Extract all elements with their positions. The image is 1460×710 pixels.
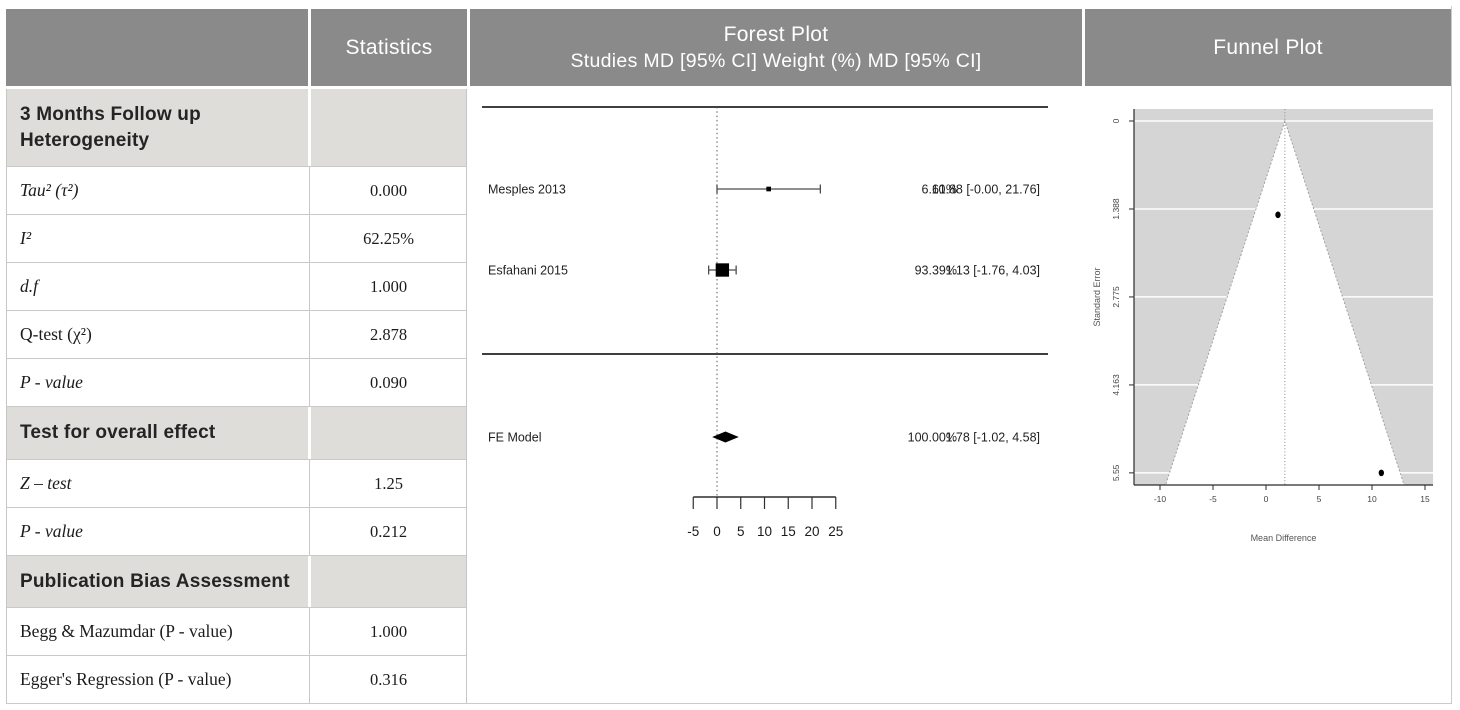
forest-axis-tick-label: 15 [781, 524, 796, 539]
funnel-confidence-region [1164, 119, 1405, 486]
forest-summary-row: FE Model 100.00%1.78 [-1.02, 4.58] [488, 431, 1040, 445]
forest-axis-tick-label: 25 [828, 524, 843, 539]
forest-axis-tick-label: 0 [713, 524, 721, 539]
row-value: 0.090 [369, 372, 408, 392]
funnel-plot-panel: 0 1.388 2.775 4.163 5.55 -10 -5 0 5 10 15 Mean Diff… [1085, 89, 1451, 703]
table-section-row: 3 Months Follow up Heterogeneity [7, 89, 466, 166]
forest-plot-svg: Mesples 2013 6.61%10.88 [-0.00, 21.76] Esf… [482, 106, 1048, 539]
row-label: Q-test (χ²) [20, 324, 92, 344]
funnel-y-axis-title: Standard Error [1092, 267, 1102, 326]
table-section-row: Publication Bias Assessment [7, 555, 466, 607]
row-label: Egger's Regression (P - value) [20, 669, 232, 689]
funnel-study-point [1378, 469, 1385, 477]
funnel-x-tick-label: 10 [1367, 494, 1377, 504]
row-label: I² [20, 228, 32, 248]
forest-estimate-text: 1.78 [-1.02, 4.58] [945, 431, 1040, 445]
row-value: 2.878 [369, 324, 408, 344]
table-section-row: Test for overall effect [7, 406, 466, 459]
row-value: 1.000 [369, 621, 408, 641]
forest-weight-text: 6.61% [922, 183, 957, 197]
funnel-x-tick-label: 0 [1264, 494, 1269, 504]
funnel-x-tick-label: -10 [1154, 494, 1167, 504]
forest-weight-text: 100.00% [908, 431, 957, 445]
forest-axis-tick-label: -5 [687, 524, 699, 539]
row-value: 0.316 [369, 669, 408, 689]
table-row: Egger's Regression (P - value) 0.316 [7, 655, 466, 703]
funnel-plot-title: Funnel Plot [1213, 36, 1323, 59]
row-value: 1.000 [369, 276, 408, 296]
row-value: 0.000 [369, 180, 408, 200]
forest-study-label: Mesples 2013 [488, 183, 566, 197]
table-row: P - value 0.090 [7, 358, 466, 406]
header-empty-cell [6, 9, 308, 86]
row-label: Begg & Mazumdar (P - value) [20, 621, 233, 641]
row-label: P - value [20, 521, 83, 541]
funnel-study-point [1275, 211, 1281, 219]
table-row: Q-test (χ²) 2.878 [7, 310, 466, 358]
forest-plot-subtitle: Studies MD [95% CI] Weight (%) MD [95% C… [570, 49, 982, 72]
funnel-x-axis-title: Mean Difference [1251, 533, 1317, 543]
funnel-y-tick-label: 5.55 [1111, 464, 1121, 481]
forest-plot-panel: Mesples 2013 6.61% 10.88 [-0.00, 21.76] Esf… [470, 89, 1082, 703]
row-label: d.f [20, 276, 38, 296]
forest-point-estimate [715, 263, 730, 277]
forest-estimate-text: 10.88 [-0.00, 21.76] [932, 183, 1040, 197]
table-row: P - value 0.212 [7, 507, 466, 555]
row-label: Tau² (τ²) [20, 180, 79, 200]
funnel-y-tick-label: 4.163 [1111, 374, 1121, 396]
row-value: 62.25% [363, 228, 414, 248]
row-label: Z – test [20, 473, 72, 493]
funnel-plot-svg: 0 1.388 2.775 4.163 5.55 -10 -5 0 5 10 15 Mean Diff… [1092, 109, 1433, 543]
forest-summary-diamond [712, 431, 739, 443]
section-title: Test for overall effect [7, 407, 308, 459]
row-value: 1.25 [374, 473, 403, 493]
table-row: Tau² (τ²) 0.000 [7, 166, 466, 214]
forest-plot-title: Forest Plot [723, 22, 829, 46]
forest-weight-text: 93.39% [915, 264, 957, 278]
meta-analysis-figure: Statistics Forest Plot Studies MD [95% C… [6, 6, 1452, 704]
forest-study-label: Esfahani 2015 [488, 264, 568, 278]
forest-x-axis: -5 0 5 10 15 20 25 [687, 496, 843, 539]
section-title: 3 Months Follow up Heterogeneity [7, 89, 308, 166]
funnel-y-tick-label: 2.775 [1111, 286, 1121, 308]
funnel-x-tick-label: -5 [1209, 494, 1217, 504]
forest-point-estimate [766, 186, 772, 192]
forest-study-row: Esfahani 2015 93.39%1.13 [-1.76, 4.03] [488, 263, 1040, 278]
header-forest-plot: Forest Plot Studies MD [95% CI] Weight (… [470, 9, 1082, 86]
header-funnel-plot: Funnel Plot [1085, 9, 1451, 86]
funnel-y-tick-label: 0 [1111, 118, 1121, 123]
table-row: Begg & Mazumdar (P - value) 1.000 [7, 607, 466, 655]
funnel-x-tick-label: 15 [1420, 494, 1430, 504]
statistics-header-label: Statistics [345, 36, 433, 59]
table-row: d.f 1.000 [7, 262, 466, 310]
table-row: I² 62.25% [7, 214, 466, 262]
statistics-table: 3 Months Follow up Heterogeneity Tau² (τ… [6, 89, 467, 703]
funnel-y-tick-label: 1.388 [1111, 198, 1121, 220]
row-value: 0.212 [369, 521, 408, 541]
row-label: P - value [20, 372, 83, 392]
forest-estimate-text: 1.13 [-1.76, 4.03] [945, 264, 1040, 278]
funnel-x-tick-label: 5 [1317, 494, 1322, 504]
section-title: Publication Bias Assessment [7, 556, 308, 607]
forest-axis-tick-label: 5 [737, 524, 745, 539]
forest-summary-label: FE Model [488, 431, 542, 445]
forest-axis-tick-label: 10 [757, 524, 772, 539]
forest-axis-tick-label: 20 [804, 524, 819, 539]
table-row: Z – test 1.25 [7, 459, 466, 507]
header-statistics: Statistics [311, 9, 467, 86]
forest-study-row: Mesples 2013 6.61%10.88 [-0.00, 21.76] [488, 183, 1040, 197]
